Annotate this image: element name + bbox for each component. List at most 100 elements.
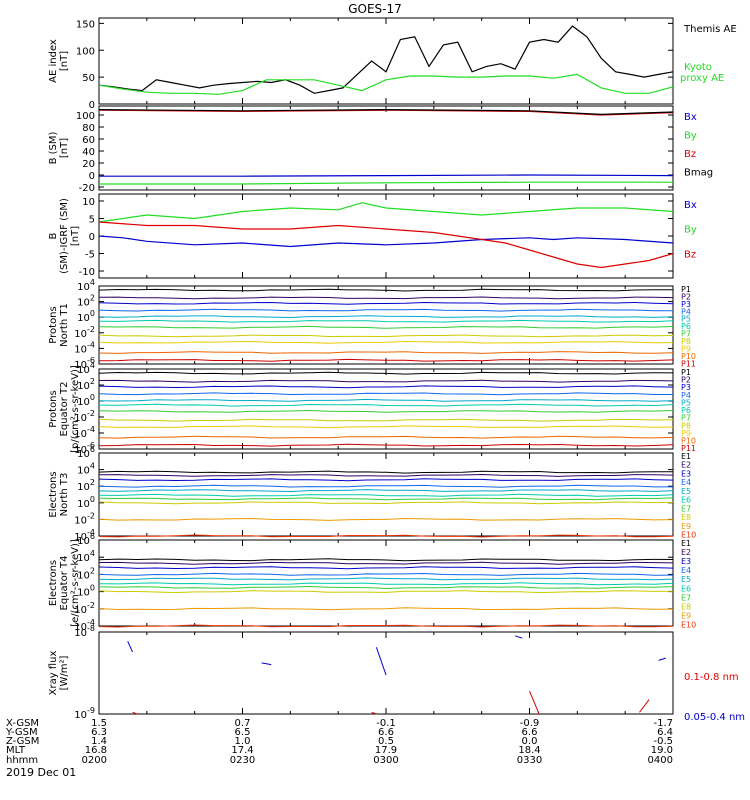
series-line-p9: [98, 425, 674, 429]
y-tick-label: 102: [77, 294, 95, 309]
legend-e4: E4: [681, 566, 691, 575]
xray-segment: [529, 690, 540, 715]
series-line-p2: [98, 379, 674, 383]
y-tick-label: 104: [77, 278, 95, 293]
legend-bx: Bx: [684, 200, 697, 211]
xray-segment: [658, 657, 666, 661]
series-line-e4: [98, 572, 674, 576]
legend-p5: P5: [681, 315, 691, 324]
series-line-p9: [98, 340, 674, 344]
ephemeris-value: 17.4: [231, 745, 253, 756]
ephemeris-value: 0230: [230, 755, 255, 766]
y-tick-label: 100: [77, 309, 95, 324]
legend-e9: E9: [681, 522, 691, 531]
y-tick-label: 40: [82, 147, 95, 158]
legend-p9: P9: [681, 429, 691, 438]
ephemeris-value: -0.9: [520, 718, 540, 729]
legend-p3: P3: [681, 383, 691, 392]
y-axis-label: B(SM)-IGRF (SM)[nT]: [48, 198, 81, 274]
legend-p11: P11: [681, 359, 696, 368]
legend-p10: P10: [681, 352, 696, 361]
y-tick-label: 150: [76, 19, 95, 30]
ephemeris-value: 6.6: [522, 727, 538, 738]
panel-frame: [98, 631, 674, 715]
ephemeris-value: 0.0: [522, 736, 538, 747]
y-tick-label: 100: [76, 46, 95, 57]
ephemeris-value: 17.9: [375, 745, 397, 756]
legend-e6: E6: [681, 496, 691, 505]
y-tick-label: 20: [82, 159, 95, 170]
series-line-e4: [98, 484, 673, 488]
ephemeris-row-label: X-GSM: [6, 718, 39, 729]
ephemeris-value: -0.1: [376, 718, 396, 729]
series-line-p8: [98, 334, 674, 338]
ephemeris-value: -1.7: [653, 718, 673, 729]
legend-e5: E5: [681, 575, 691, 584]
ephemeris-value: 0.5: [378, 736, 394, 747]
ephemeris-value: 6.6: [378, 727, 394, 738]
y-axis-label: ProtonsEquator T2[p/(cm²-s-sr-keV)]: [48, 365, 81, 453]
legend-p1: P1: [681, 368, 691, 377]
legend-p6: P6: [681, 406, 691, 415]
panel-frame: [98, 539, 674, 627]
series-line-e3: [98, 566, 674, 570]
panel-b-sm-igrf-sm: -10 -5 0 5 10B(SM)-IGRF (SM)[nT] Bx By Bz: [48, 193, 697, 279]
legend-bz: Bz: [684, 249, 696, 260]
y-tick-label: 5: [89, 215, 95, 226]
series-line-e9: [98, 517, 674, 521]
y-tick-label: 100: [77, 495, 95, 510]
series-line-p11: [98, 358, 674, 362]
legend-e10: E10: [681, 531, 696, 540]
legend-p10: P10: [681, 437, 696, 446]
series-line-e7: [98, 585, 674, 590]
legend-p3: P3: [681, 300, 691, 309]
y-axis-label: B (SM)[nT]: [48, 131, 70, 164]
legend-e2: E2: [681, 548, 691, 557]
plot-title: GOES-17: [348, 2, 402, 16]
legend-p11: P11: [681, 444, 696, 453]
series-line-e5: [98, 489, 674, 493]
xray-segment: [132, 711, 138, 715]
legend-p5: P5: [681, 398, 691, 407]
legend-0-05-0-4-nm: 0.05-0.4 nm: [684, 712, 745, 723]
series-line-bmag: [98, 108, 674, 116]
series-line-p6: [98, 319, 674, 323]
series-line-e1: [98, 470, 674, 474]
y-tick-label: 10-2: [74, 511, 95, 526]
legend-e10: E10: [681, 620, 696, 629]
xray-segment: [639, 699, 650, 713]
series-line-e5: [98, 577, 674, 581]
ephemeris-value: 0.7: [235, 718, 251, 729]
legend-p8: P8: [681, 421, 691, 430]
ephemeris-value: 16.8: [85, 745, 107, 756]
ephemeris-value: 0330: [517, 755, 542, 766]
series-line-p4: [98, 308, 673, 312]
y-axis-label: AE index[nT]: [48, 39, 70, 83]
legend-p4: P4: [681, 307, 691, 316]
series-line-p5: [98, 315, 674, 319]
series-line-e10: [98, 624, 674, 628]
ephemeris-value: 0300: [373, 755, 398, 766]
y-tick-label: 10-2: [74, 325, 95, 340]
series-line-e8: [98, 501, 674, 505]
y-tick-label: -10: [79, 267, 95, 278]
legend-e3: E3: [681, 469, 691, 478]
ephemeris-row-label: Y-GSM: [5, 727, 38, 738]
y-tick-label: 50: [82, 73, 95, 84]
legend-e1: E1: [681, 539, 691, 548]
series-line-e7: [98, 497, 674, 501]
series-line-kyoto-proxy-ae: [98, 73, 674, 95]
y-tick-label: 10-4: [74, 340, 95, 355]
legend-by: By: [684, 225, 697, 236]
series-line-bx: [98, 235, 674, 248]
legend-0-1-0-8-nm: 0.1-0.8 nm: [684, 672, 739, 683]
series-line-p6: [98, 403, 674, 407]
legend-p7: P7: [681, 414, 691, 423]
ephemeris-value: 1.5: [91, 718, 107, 729]
series-line-bx: [99, 174, 674, 177]
y-tick-label: -5: [85, 250, 95, 261]
